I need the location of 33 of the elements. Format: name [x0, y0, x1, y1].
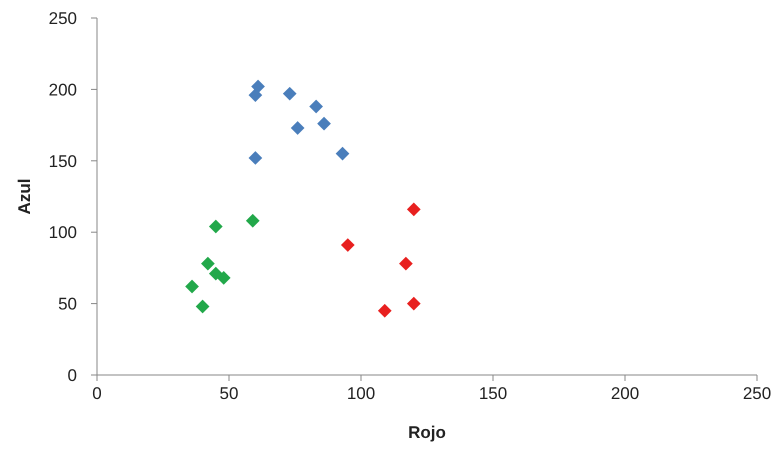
point: [196, 300, 210, 314]
point: [216, 271, 231, 285]
point: [248, 88, 262, 102]
point: [406, 296, 421, 310]
point: [208, 220, 223, 234]
y-tick-label: 0: [68, 366, 77, 385]
y-tick-label: 250: [48, 9, 77, 28]
point: [185, 280, 199, 294]
point: [309, 100, 323, 114]
point: [201, 256, 215, 270]
point: [282, 86, 297, 101]
point: [248, 151, 262, 165]
x-tick-label: 250: [742, 384, 772, 403]
y-tick-label: 100: [48, 223, 77, 242]
y-tick-label: 150: [48, 152, 77, 171]
x-axis-title: Rojo: [408, 423, 446, 442]
point: [340, 238, 355, 252]
point: [378, 304, 392, 318]
x-tick-label: 50: [220, 384, 238, 403]
point: [336, 146, 350, 161]
x-tick-label: 150: [478, 384, 508, 403]
x-tick-label: 0: [92, 384, 102, 403]
point: [208, 266, 223, 280]
point: [317, 116, 331, 131]
x-tick-label: 100: [346, 384, 376, 403]
point: [246, 214, 260, 228]
point: [399, 256, 413, 270]
y-axis-title: Azul: [15, 178, 34, 214]
y-tick-label: 200: [48, 80, 77, 100]
point: [406, 202, 421, 216]
x-tick-label: 200: [610, 384, 640, 403]
point: [290, 121, 304, 135]
y-tick-label: 50: [58, 294, 77, 314]
